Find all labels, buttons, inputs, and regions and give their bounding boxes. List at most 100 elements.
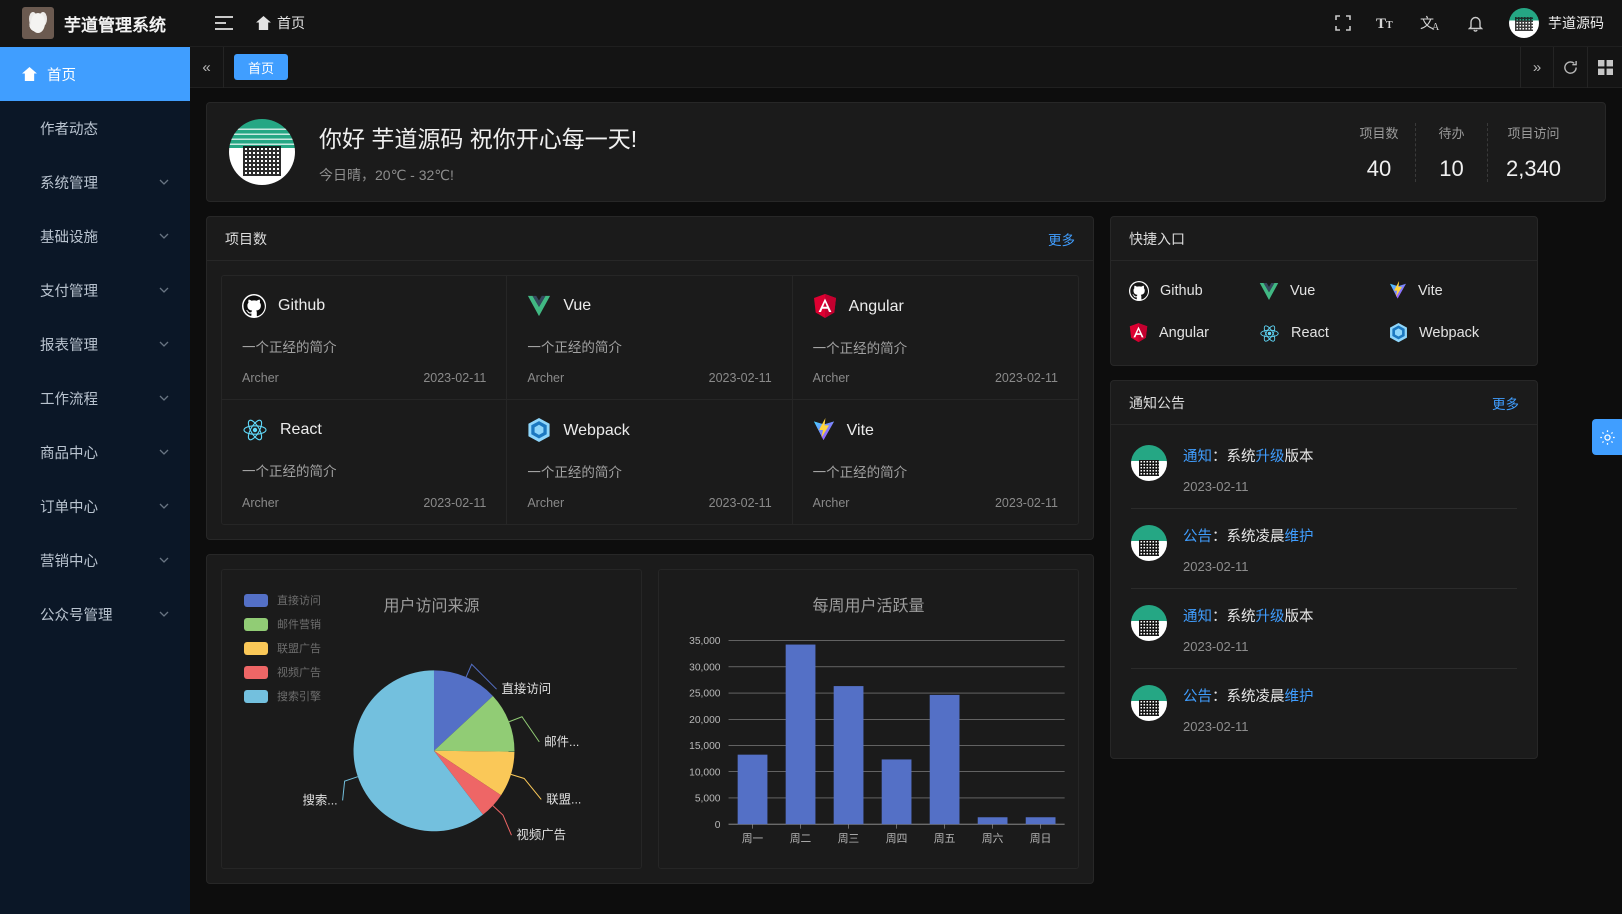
quick-item-react[interactable]: React [1259,323,1389,343]
notice-title[interactable]: 公告：系统凌晨维护 [1183,529,1314,545]
sidebar-item-system[interactable]: 系统管理 [0,155,190,209]
vue-icon [1259,282,1279,300]
project-footer: Archer 2023-02-11 [242,496,486,510]
sidebar-item-infra[interactable]: 基础设施 [0,209,190,263]
notices-more-link[interactable]: 更多 [1492,396,1519,412]
y-axis-tick-label: 35,000 [689,636,721,647]
bar[interactable] [881,759,912,825]
chevron-down-icon [159,395,169,401]
sidebar-item-marketing[interactable]: 营销中心 [0,533,190,587]
pie-slice[interactable] [433,695,515,752]
tab-home[interactable]: 首页 [234,54,289,80]
project-card[interactable]: Github 一个正经的简介 Archer 2023-02-11 [222,276,508,400]
content-columns: 项目数 更多 Github 一个正经的简介 [206,216,1606,884]
notice-title[interactable]: 通知：系统升级版本 [1183,609,1314,625]
sidebar-item-author-news[interactable]: 作者动态 [0,101,190,155]
user-menu[interactable]: 芋道源码 [1509,8,1604,38]
project-date: 2023-02-11 [708,496,772,510]
notices-card: 通知公告 更多 通知：系统升级版本 2023-02-11 公告： [1110,380,1538,759]
notice-title[interactable]: 通知：系统升级版本 [1183,449,1314,465]
project-desc: 一个正经的简介 [527,465,622,480]
bell-icon[interactable] [1455,0,1495,47]
pie-slice[interactable] [433,750,515,796]
svg-text:A: A [1432,22,1440,32]
notice-title[interactable]: 公告：系统凌晨维护 [1183,689,1314,705]
list-item[interactable]: 通知：系统升级版本 2023-02-11 [1131,589,1517,669]
grid-icon[interactable] [1588,47,1622,88]
quick-item-vite[interactable]: Vite [1389,281,1519,301]
settings-drawer-toggle[interactable] [1592,419,1622,455]
sidebar-item-order[interactable]: 订单中心 [0,479,190,533]
bar[interactable] [977,817,1008,825]
chevron-double-left-icon[interactable]: « [190,46,224,88]
quick-item-webpack[interactable]: Webpack [1389,323,1519,343]
project-date: 2023-02-11 [994,371,1058,385]
pie-callout-line [342,776,358,801]
brand-block[interactable]: 芋道管理系统 [0,0,190,47]
legend-item[interactable]: 搜索引擎 [244,688,321,704]
quick-item-angular[interactable]: Angular [1129,323,1259,343]
list-item[interactable]: 公告：系统凌晨维护 2023-02-11 [1131,669,1517,748]
webpack-icon [1390,323,1407,343]
project-footer: Archer 2023-02-11 [813,496,1058,510]
project-card[interactable]: Vue 一个正经的简介 Archer 2023-02-11 [507,276,793,400]
project-card[interactable]: Angular 一个正经的简介 Archer 2023-02-11 [792,276,1078,400]
notices-body: 通知：系统升级版本 2023-02-11 公告：系统凌晨维护 2023-02-1… [1111,425,1537,758]
bar[interactable] [929,694,960,825]
sidebar-item-product[interactable]: 商品中心 [0,425,190,479]
sidebar-item-home[interactable]: 首页 [0,47,190,101]
tab-list: 首页 [224,54,1520,80]
stat-visits: 项目访问 2,340 [1487,122,1579,182]
sidebar-item-payment[interactable]: 支付管理 [0,263,190,317]
bar[interactable] [1025,817,1056,825]
project-card[interactable]: React 一个正经的简介 Archer 2023-02-11 [222,400,508,524]
quick-item-vue[interactable]: Vue [1259,281,1389,301]
list-item[interactable]: 公告：系统凌晨维护 2023-02-11 [1131,509,1517,589]
legend-swatch [244,641,268,655]
hamburger-icon[interactable] [204,0,244,47]
fullscreen-icon[interactable] [1323,0,1363,47]
bar[interactable] [833,686,864,825]
projects-more-link[interactable]: 更多 [1048,232,1075,248]
quick-item-github[interactable]: Github [1129,281,1259,301]
chevron-down-icon [159,557,169,563]
project-heading: React [242,418,486,442]
sidebar-item-label: 首页 [47,67,76,84]
project-card[interactable]: Vite 一个正经的简介 Archer 2023-02-11 [793,400,1078,524]
bar[interactable] [785,644,816,825]
x-axis-tick-label: 周六 [982,833,1004,845]
sidebar-item-workflow[interactable]: 工作流程 [0,371,190,425]
pie-slice[interactable] [433,750,502,815]
legend-item[interactable]: 联盟广告 [244,640,321,656]
project-card[interactable]: Webpack 一个正经的简介 Archer 2023-02-11 [507,400,793,524]
project-desc: 一个正经的简介 [242,340,337,355]
stat-value: 2,340 [1505,155,1562,181]
notice-text: 公告：系统凌晨维护 2023-02-11 [1183,525,1314,574]
chevron-down-icon [159,449,169,455]
sidebar-item-mp[interactable]: 公众号管理 [0,587,190,641]
chevron-double-right-icon[interactable]: » [1520,46,1554,88]
pie-chart: 用户访问来源 直接访问 邮件营销 联盟广告 [221,569,642,869]
pie-slice[interactable] [353,670,483,832]
y-axis-tick-label: 5,000 [695,794,721,805]
breadcrumb[interactable]: 首页 [256,13,305,33]
pie-legend: 直接访问 邮件营销 联盟广告 视频广告 [244,592,321,712]
list-item[interactable]: 通知：系统升级版本 2023-02-11 [1131,429,1517,509]
pie-slice[interactable] [433,670,493,751]
project-date: 2023-02-11 [994,496,1058,510]
project-desc: 一个正经的简介 [527,340,622,355]
project-heading: Vue [527,294,771,318]
bar[interactable] [737,754,768,825]
legend-item[interactable]: 邮件营销 [244,616,321,632]
refresh-icon[interactable] [1554,46,1588,88]
legend-swatch [244,665,268,679]
legend-item[interactable]: 视频广告 [244,664,321,680]
legend-item[interactable]: 直接访问 [244,592,321,608]
sidebar-item-report[interactable]: 报表管理 [0,317,190,371]
project-footer: Archer 2023-02-11 [527,371,771,385]
pie-callout-label: 邮件... [544,735,579,749]
y-axis-tick-label: 0 [715,820,721,831]
sidebar-item-label: 作者动态 [40,121,98,138]
